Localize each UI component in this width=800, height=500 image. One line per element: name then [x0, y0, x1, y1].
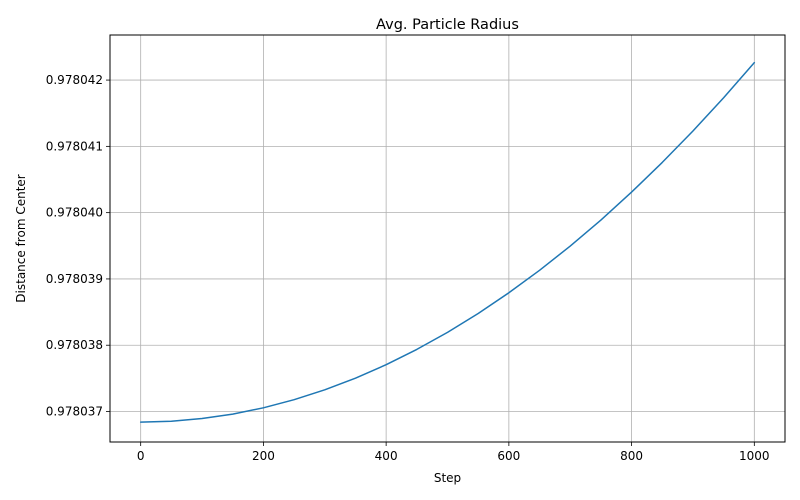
series-line	[139, 61, 756, 423]
y-axis-label: Distance from Center	[14, 174, 28, 302]
y-tick-label: 0.978041	[46, 139, 103, 153]
x-tick-label: 600	[497, 449, 520, 463]
x-tick-label: 200	[252, 449, 275, 463]
y-tick-label: 0.978038	[46, 338, 103, 352]
x-axis-label: Step	[434, 471, 461, 485]
x-tick-label: 800	[620, 449, 643, 463]
y-tick-label: 0.978037	[46, 405, 103, 419]
y-tick-label: 0.978042	[46, 73, 103, 87]
grid	[110, 35, 785, 442]
x-tick-label: 0	[137, 449, 145, 463]
chart-title: Avg. Particle Radius	[376, 17, 519, 33]
y-tick-label: 0.978039	[46, 272, 103, 286]
x-tick-label: 1000	[739, 449, 770, 463]
plot-frame	[109, 34, 786, 443]
y-tick-label: 0.978040	[46, 206, 103, 220]
x-tick-label: 400	[375, 449, 398, 463]
ticks: 0 200 400 600 800 1000 0.978037 0.978038 0.97803…	[46, 73, 770, 463]
series-layer	[139, 61, 756, 423]
